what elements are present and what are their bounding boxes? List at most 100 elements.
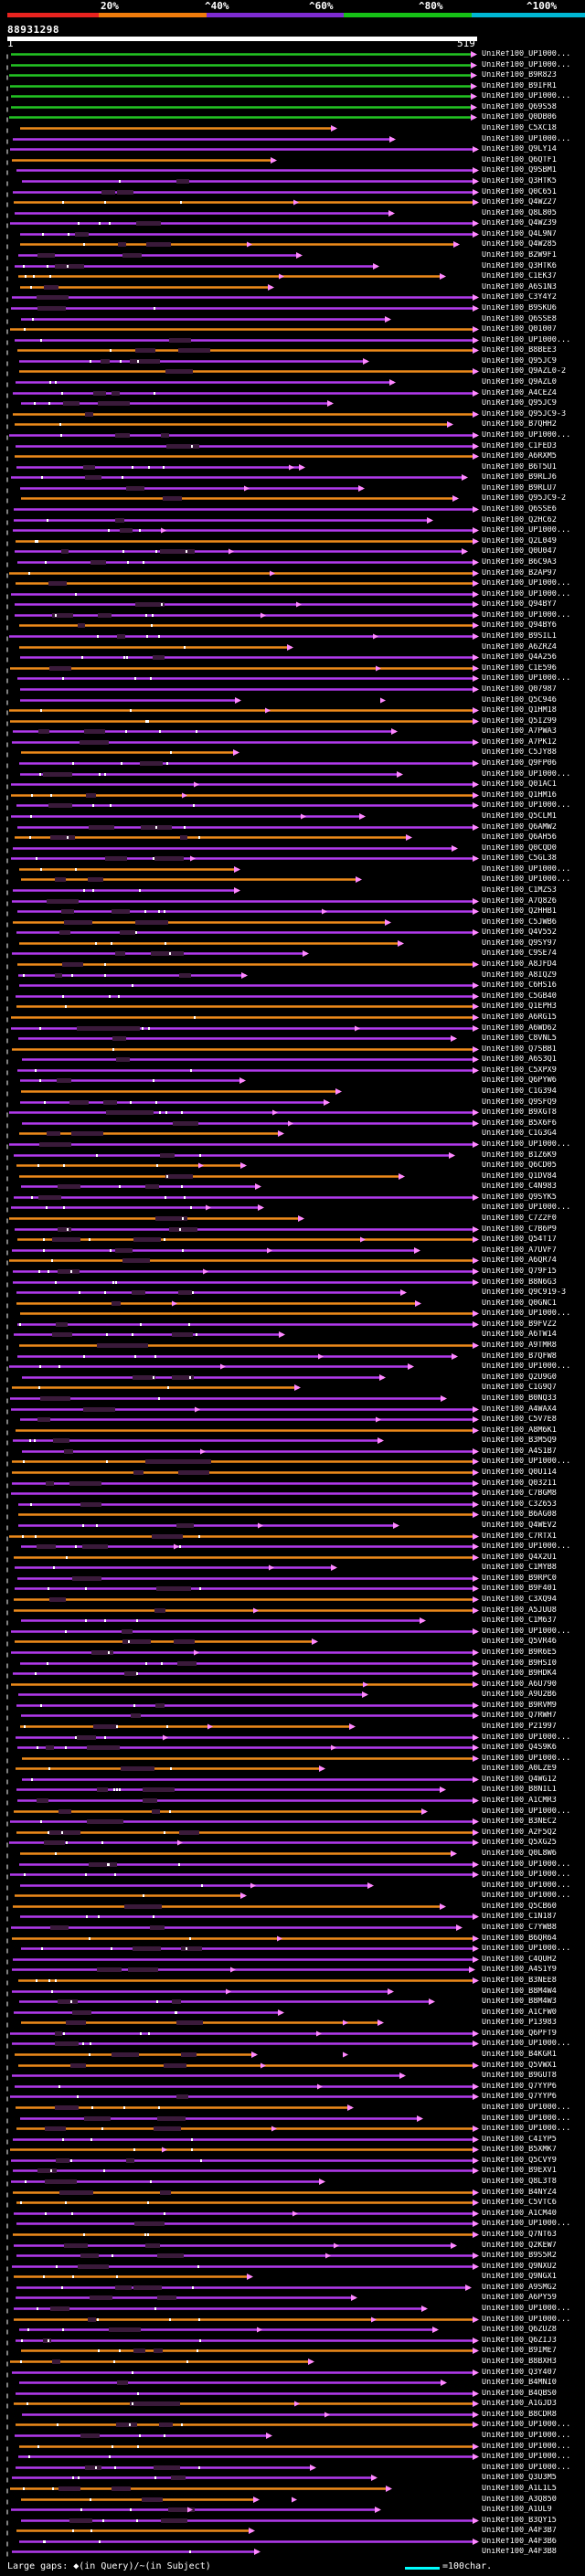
hit-label[interactable]: UniRef100_B9FVZ2 <box>482 1320 557 1329</box>
hit-label[interactable]: UniRef100_C7Z2F0 <box>482 1214 557 1223</box>
hit-label[interactable]: UniRef100_C4IYP5 <box>482 2136 557 2144</box>
hit-label[interactable]: UniRef100_Q5CB60 <box>482 1903 557 1911</box>
hit-label[interactable]: UniRef100_UP1000... <box>482 2316 571 2324</box>
hit-label[interactable]: UniRef100_Q07987 <box>482 685 557 694</box>
hit-label[interactable]: UniRef100_Q5C946 <box>482 696 557 705</box>
hit-label[interactable]: UniRef100_Q2L049 <box>482 537 557 546</box>
hit-label[interactable]: UniRef100_Q5CVY9 <box>482 2157 557 2165</box>
hit-label[interactable]: UniRef100_A3Q850 <box>482 2496 557 2504</box>
hit-label[interactable]: UniRef100_B1Z6K9 <box>482 1151 557 1160</box>
hit-label[interactable]: UniRef100_UP1000... <box>482 1203 571 1212</box>
hit-label[interactable]: UniRef100_A4F3B6 <box>482 2538 557 2546</box>
hit-label[interactable]: UniRef100_A9U2B6 <box>482 1691 557 1699</box>
hit-label[interactable]: UniRef100_Q95JC9 <box>482 399 557 408</box>
hit-label[interactable]: UniRef100_B6T5U1 <box>482 463 557 472</box>
hit-label[interactable]: UniRef100_B4NYZ4 <box>482 2189 557 2197</box>
hit-label[interactable]: UniRef100_B8NIL1 <box>482 1786 557 1794</box>
hit-label[interactable]: UniRef100_UP1000... <box>482 1754 571 1763</box>
hit-label[interactable]: UniRef100_Q0U047 <box>482 547 557 556</box>
hit-label[interactable]: UniRef100_Q4X2U1 <box>482 1553 557 1562</box>
hit-label[interactable]: UniRef100_Q9FP06 <box>482 759 557 768</box>
hit-label[interactable]: UniRef100_A4F3B7 <box>482 2527 557 2535</box>
hit-label[interactable]: UniRef100_Q69S58 <box>482 103 557 111</box>
hit-label[interactable]: UniRef100_A6ZRZ4 <box>482 643 557 652</box>
hit-label[interactable]: UniRef100_UP1000... <box>482 674 571 683</box>
hit-label[interactable]: UniRef100_B9HSI0 <box>482 1659 557 1668</box>
hit-label[interactable]: UniRef100_Q9AZL0 <box>482 378 557 387</box>
hit-label[interactable]: UniRef100_Q4V552 <box>482 928 557 937</box>
hit-label[interactable]: UniRef100_Q0C651 <box>482 188 557 196</box>
hit-label[interactable]: UniRef100_A1CM40 <box>482 2210 557 2218</box>
hit-label[interactable]: UniRef100_C5GB40 <box>482 992 557 1001</box>
hit-label[interactable]: UniRef100_Q6PFT9 <box>482 2030 557 2038</box>
hit-label[interactable]: UniRef100_Q6ZUZ8 <box>482 2326 557 2334</box>
hit-label[interactable]: UniRef100_B9XGT8 <box>482 1108 557 1117</box>
hit-label[interactable]: UniRef100_B9HDK4 <box>482 1670 557 1678</box>
hit-label[interactable]: UniRef100_Q5IZ99 <box>482 717 557 726</box>
hit-label[interactable]: UniRef100_B8M4W3 <box>482 1998 557 2006</box>
hit-label[interactable]: UniRef100_C5VTC6 <box>482 2199 557 2207</box>
hit-label[interactable]: UniRef100_B9SKU6 <box>482 304 557 313</box>
hit-label[interactable]: UniRef100_UP1000... <box>482 2421 571 2429</box>
hit-label[interactable]: UniRef100_A6S3Q1 <box>482 1055 557 1064</box>
hit-label[interactable]: UniRef100_B3QY15 <box>482 2517 557 2525</box>
hit-label[interactable]: UniRef100_A2F5Q2 <box>482 1829 557 1837</box>
hit-label[interactable]: UniRef100_C1MZS3 <box>482 886 557 895</box>
hit-label[interactable]: UniRef100_Q2U9G0 <box>482 1373 557 1382</box>
hit-label[interactable]: UniRef100_UP1000... <box>482 590 571 599</box>
hit-label[interactable]: UniRef100_UP1000... <box>482 135 571 143</box>
hit-label[interactable]: UniRef100_B8CDR8 <box>482 2411 557 2419</box>
hit-label[interactable]: UniRef100_B0NQ33 <box>482 1394 557 1403</box>
hit-label[interactable]: UniRef100_UP1000... <box>482 1860 571 1869</box>
hit-label[interactable]: UniRef100_A1GJD3 <box>482 2400 557 2408</box>
hit-label[interactable]: UniRef100_A9TMR8 <box>482 1341 557 1350</box>
hit-label[interactable]: UniRef100_B9RLU7 <box>482 484 557 493</box>
hit-label[interactable]: UniRef100_Q8L805 <box>482 209 557 217</box>
hit-label[interactable]: UniRef100_B9R823 <box>482 71 557 80</box>
hit-label[interactable]: UniRef100_UP1000... <box>482 875 571 884</box>
hit-label[interactable]: UniRef100_Q5VWX1 <box>482 2062 557 2070</box>
hit-label[interactable]: UniRef100_C3Z653 <box>482 1500 557 1509</box>
hit-label[interactable]: UniRef100_B7QFW8 <box>482 1352 557 1361</box>
hit-label[interactable]: UniRef100_A7PWA3 <box>482 727 557 736</box>
hit-label[interactable]: UniRef100_UP1000... <box>482 1458 571 1466</box>
hit-label[interactable]: UniRef100_B8BXH3 <box>482 2358 557 2366</box>
hit-label[interactable]: UniRef100_B5X6F6 <box>482 1119 557 1128</box>
hit-label[interactable]: UniRef100_UP1000... <box>482 579 571 588</box>
hit-label[interactable]: UniRef100_Q1HM18 <box>482 706 557 715</box>
hit-label[interactable]: UniRef100_Q3Y407 <box>482 2369 557 2377</box>
hit-label[interactable]: UniRef100_Q4WZ27 <box>482 198 557 207</box>
hit-label[interactable]: UniRef100_Q3HTK5 <box>482 177 557 186</box>
hit-label[interactable]: UniRef100_Q94BY6 <box>482 621 557 630</box>
hit-label[interactable]: UniRef100_B8BEE3 <box>482 346 557 355</box>
hit-label[interactable]: UniRef100_B3M5Q9 <box>482 1436 557 1445</box>
hit-label[interactable]: UniRef100_B6AG08 <box>482 1511 557 1519</box>
hit-label[interactable]: UniRef100_B8N6G3 <box>482 1278 557 1287</box>
hit-label[interactable]: UniRef100_UP1000... <box>482 336 571 345</box>
hit-label[interactable]: UniRef100_Q9SYK5 <box>482 1193 557 1202</box>
hit-label[interactable]: UniRef100_Q4WEV2 <box>482 1521 557 1530</box>
hit-label[interactable]: UniRef100_A8M6K1 <box>482 1426 557 1435</box>
hit-label[interactable]: UniRef100_Q4S9K6 <box>482 1744 557 1752</box>
hit-label[interactable]: UniRef100_C1M637 <box>482 1617 557 1625</box>
hit-label[interactable]: UniRef100_Q0CQD0 <box>482 844 557 853</box>
hit-label[interactable]: UniRef100_P13983 <box>482 2019 557 2027</box>
hit-label[interactable]: UniRef100_Q6AH56 <box>482 833 557 842</box>
hit-label[interactable]: UniRef100_C7B6P9 <box>482 1225 557 1234</box>
hit-label[interactable]: UniRef100_P21997 <box>482 1723 557 1731</box>
hit-label[interactable]: UniRef100_UP1000... <box>482 2040 571 2048</box>
hit-label[interactable]: UniRef100_C7BGM8 <box>482 1489 557 1498</box>
hit-label[interactable]: UniRef100_C1G9Q7 <box>482 1383 557 1392</box>
hit-label[interactable]: UniRef100_C7RTX1 <box>482 1532 557 1541</box>
hit-label[interactable]: UniRef100_A4CEZ4 <box>482 389 557 398</box>
hit-label[interactable]: UniRef100_A9SMG2 <box>482 2284 557 2292</box>
hit-label[interactable]: UniRef100_B5XMK7 <box>482 2146 557 2154</box>
hit-label[interactable]: UniRef100_A6QR74 <box>482 1256 557 1265</box>
hit-label[interactable]: UniRef100_C5JWB6 <box>482 918 557 927</box>
hit-label[interactable]: UniRef100_Q0GNC1 <box>482 1299 557 1308</box>
hit-label[interactable]: UniRef100_UP1000... <box>482 1627 571 1636</box>
hit-label[interactable]: UniRef100_Q54T17 <box>482 1235 557 1244</box>
hit-label[interactable]: UniRef100_C3XQ94 <box>482 1595 557 1604</box>
hit-label[interactable]: UniRef100_Q7YYP6 <box>482 2083 557 2091</box>
hit-label[interactable]: UniRef100_A0LZE9 <box>482 1765 557 1773</box>
